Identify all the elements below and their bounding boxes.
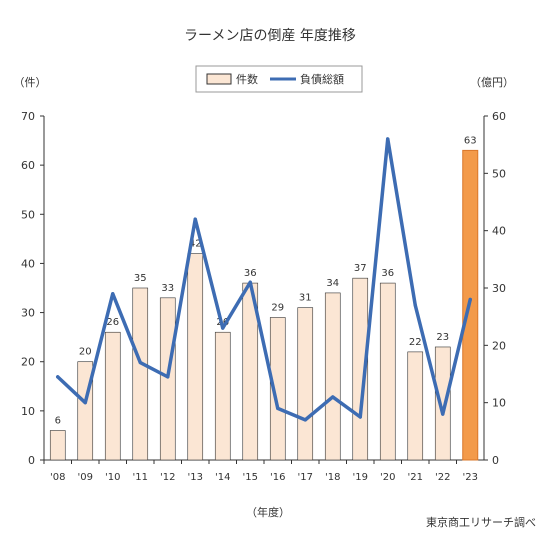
left-tick-label: 10 xyxy=(21,405,35,418)
debt-point xyxy=(276,406,280,410)
bar-value-label: 29 xyxy=(271,302,284,313)
bar-value-label: 6 xyxy=(55,416,61,427)
debt-line-series xyxy=(56,137,472,422)
legend-bar-swatch xyxy=(206,73,232,85)
right-tick-label: 40 xyxy=(492,225,506,238)
debt-point xyxy=(166,375,170,379)
bar-value-label: 63 xyxy=(464,135,477,146)
bar-value-label: 35 xyxy=(134,273,147,284)
x-tick-label: '09 xyxy=(78,472,93,483)
legend-line-label: 負債総額 xyxy=(300,72,344,86)
left-tick-label: 20 xyxy=(21,356,35,369)
x-tick-label: '23 xyxy=(463,472,478,483)
right-tick-label: 10 xyxy=(492,397,506,410)
debt-point xyxy=(468,297,472,302)
debt-point xyxy=(83,401,87,405)
left-axis-unit: （件） xyxy=(14,76,47,89)
bar-value-label: 36 xyxy=(244,268,257,279)
left-tick-label: 50 xyxy=(21,208,35,221)
bar xyxy=(214,331,231,461)
bar-value-label: 37 xyxy=(354,263,367,274)
x-tick-label: '12 xyxy=(160,472,175,483)
x-tick-label: '18 xyxy=(325,472,340,483)
debt-point xyxy=(138,360,142,365)
x-tick-label: '10 xyxy=(105,472,120,483)
debt-point xyxy=(413,303,417,307)
bar xyxy=(407,351,424,461)
left-tick-label: 30 xyxy=(21,307,35,320)
debt-point xyxy=(386,137,390,141)
debt-point xyxy=(331,395,335,399)
bar-value-label: 20 xyxy=(79,347,92,358)
x-tick-label: '13 xyxy=(188,472,203,483)
bar xyxy=(132,287,149,461)
bar-value-label: 42 xyxy=(189,239,202,250)
bar-value-label: 36 xyxy=(381,268,394,279)
bar xyxy=(379,282,396,461)
bar xyxy=(159,297,176,461)
debt-point xyxy=(303,418,307,422)
x-tick-label: '21 xyxy=(408,472,423,483)
left-tick-label: 0 xyxy=(28,454,35,467)
x-tick-label: '22 xyxy=(435,472,450,483)
bar-value-label: 34 xyxy=(326,278,339,289)
legend: 件数 負債総額 xyxy=(195,65,363,93)
x-tick-label: '19 xyxy=(353,472,368,483)
bar-value-label: 22 xyxy=(409,337,422,348)
bar-value-label: 26 xyxy=(106,317,119,328)
right-tick-label: 50 xyxy=(492,167,506,180)
right-axis-unit: （億円） xyxy=(470,76,514,89)
bar-value-label: 33 xyxy=(161,283,174,294)
x-axis-label: （年度） xyxy=(246,505,290,519)
debt-point xyxy=(111,292,115,296)
left-tick-label: 40 xyxy=(21,257,35,270)
x-tick-label: '17 xyxy=(298,472,313,483)
debt-point xyxy=(193,217,197,221)
right-tick-label: 0 xyxy=(492,454,499,467)
x-tick-label: '14 xyxy=(215,472,230,483)
debt-point xyxy=(56,375,60,379)
x-tick-label: '11 xyxy=(133,472,148,483)
bar xyxy=(269,317,286,461)
right-tick-label: 60 xyxy=(492,110,506,123)
debt-point xyxy=(221,326,225,330)
bar xyxy=(324,292,341,461)
debt-point xyxy=(248,280,252,284)
x-tick-label: '08 xyxy=(50,472,65,483)
legend-bar-label: 件数 xyxy=(236,73,258,86)
x-tick-label: '20 xyxy=(380,472,395,483)
source-note: 東京商工リサーチ調べ xyxy=(426,515,536,529)
bar-value-label: 23 xyxy=(436,332,449,343)
plot-area: 0 10 20 30 40 50 60 70 0 10 20 30 40 50 60 6 20 26 35 33 42 2… xyxy=(21,110,506,483)
right-tick-label: 30 xyxy=(492,282,506,295)
debt-point xyxy=(358,415,362,419)
bar xyxy=(104,331,121,461)
left-tick-label: 60 xyxy=(21,159,35,172)
bar xyxy=(49,430,66,461)
right-tick-label: 20 xyxy=(492,339,506,352)
chart-title: ラーメン店の倒産 年度推移 xyxy=(184,28,356,44)
bar xyxy=(297,307,314,461)
debt-point xyxy=(441,412,445,416)
x-tick-label: '16 xyxy=(270,472,285,483)
left-tick-label: 70 xyxy=(21,110,35,123)
bar-value-label: 31 xyxy=(299,293,312,304)
bar xyxy=(187,253,204,461)
bar xyxy=(434,346,451,461)
x-tick-label: '15 xyxy=(243,472,258,483)
